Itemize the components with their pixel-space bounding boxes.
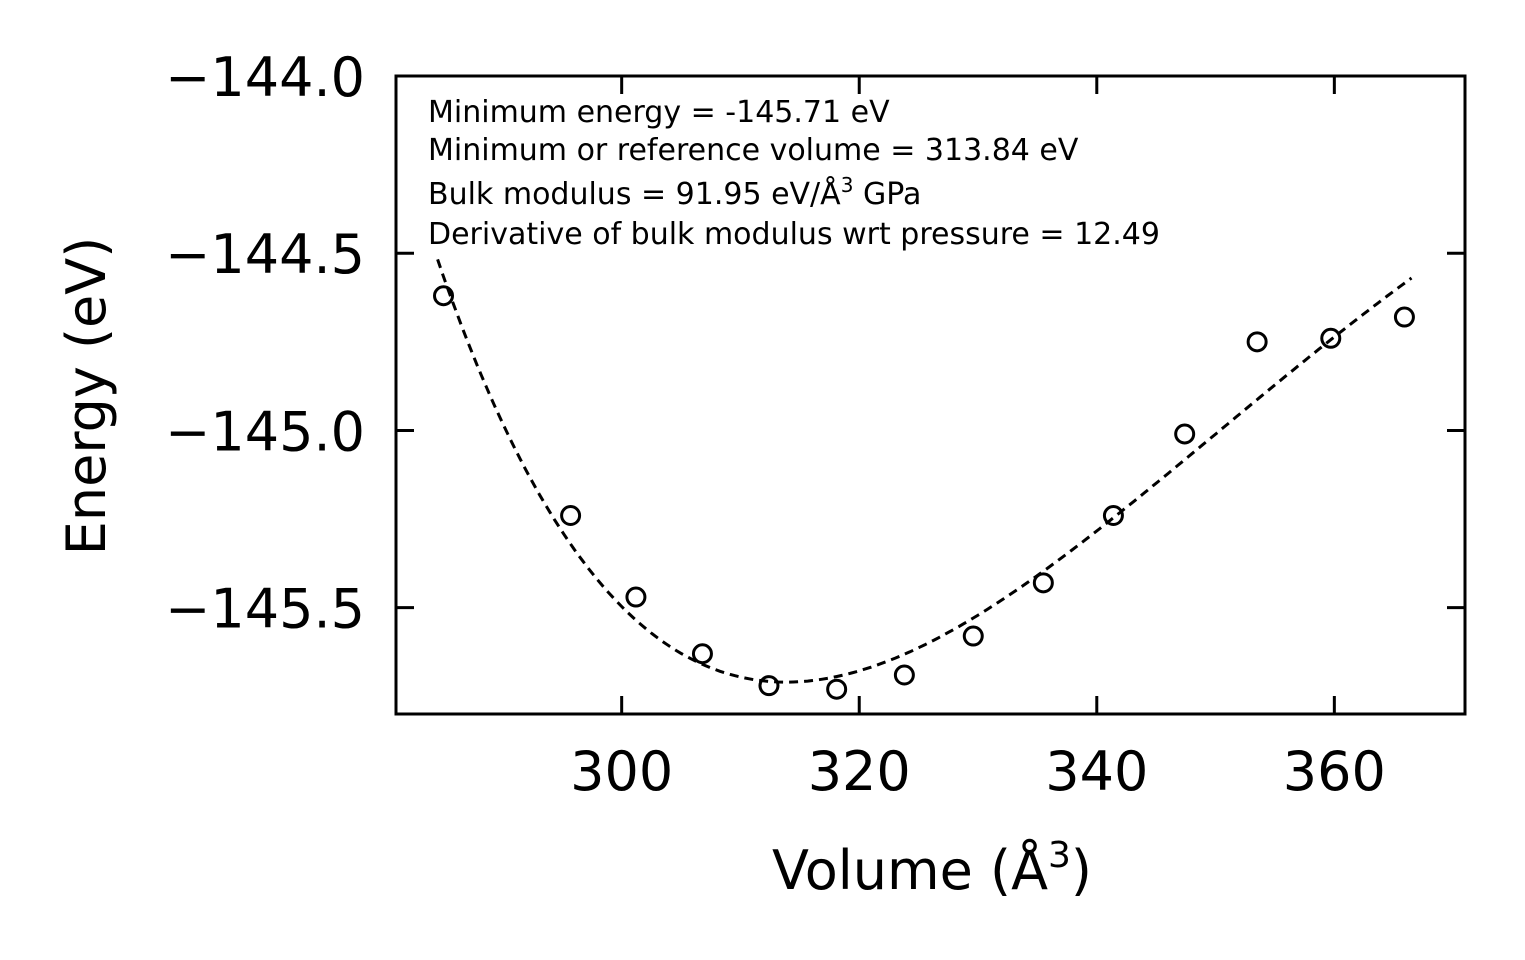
y-tick-label: −144.0 — [165, 46, 365, 109]
y-axis-label: Energy (eV) — [55, 237, 118, 556]
annotation-bulk-modulus-unit: GPa — [853, 177, 921, 212]
annotation-min-energy: Minimum energy = -145.71 eV — [428, 95, 890, 130]
plot-area — [394, 74, 1467, 716]
annotation-bulk-modulus-sup: 3 — [841, 173, 854, 197]
x-axis-label-main: Volume (Å — [772, 838, 1048, 902]
data-point — [1393, 306, 1415, 328]
annotation-min-volume: Minimum or reference volume = 313.84 eV — [428, 133, 1079, 168]
x-axis-label: Volume (Å3) — [772, 835, 1092, 902]
data-point — [758, 675, 780, 697]
data-point — [625, 586, 647, 608]
y-axis-ticks: −144.0 −144.5 −145.0 −145.5 — [165, 46, 1465, 641]
y-tick-label: −144.5 — [165, 223, 365, 286]
y-tick-label: −145.0 — [165, 400, 365, 463]
data-point — [691, 643, 713, 665]
x-tick-label: 360 — [1283, 740, 1386, 803]
annotation-bulk-modulus-main: Bulk modulus = 91.95 eV/Å — [428, 176, 841, 212]
data-point — [1174, 423, 1196, 445]
data-point — [1032, 572, 1054, 594]
data-points — [433, 285, 1415, 700]
data-point — [560, 505, 582, 527]
data-point — [826, 678, 848, 700]
data-point — [1246, 331, 1268, 353]
data-point — [893, 664, 915, 686]
data-point — [433, 285, 455, 307]
fit-curve — [436, 258, 1413, 684]
y-tick-label: −145.5 — [165, 578, 365, 641]
x-axis-ticks: 300 320 340 360 — [570, 76, 1386, 803]
x-tick-label: 300 — [570, 740, 673, 803]
annotation-bulk-modulus: Bulk modulus = 91.95 eV/Å3 GPa — [428, 173, 921, 212]
annotation-bulk-derivative: Derivative of bulk modulus wrt pressure … — [428, 217, 1160, 252]
x-tick-label: 340 — [1045, 740, 1148, 803]
data-point — [1102, 505, 1124, 527]
x-tick-label: 320 — [808, 740, 911, 803]
x-axis-label-sup: 3 — [1048, 835, 1071, 876]
data-point — [1320, 327, 1342, 349]
data-point — [962, 625, 984, 647]
x-axis-label-end: ) — [1071, 839, 1092, 902]
